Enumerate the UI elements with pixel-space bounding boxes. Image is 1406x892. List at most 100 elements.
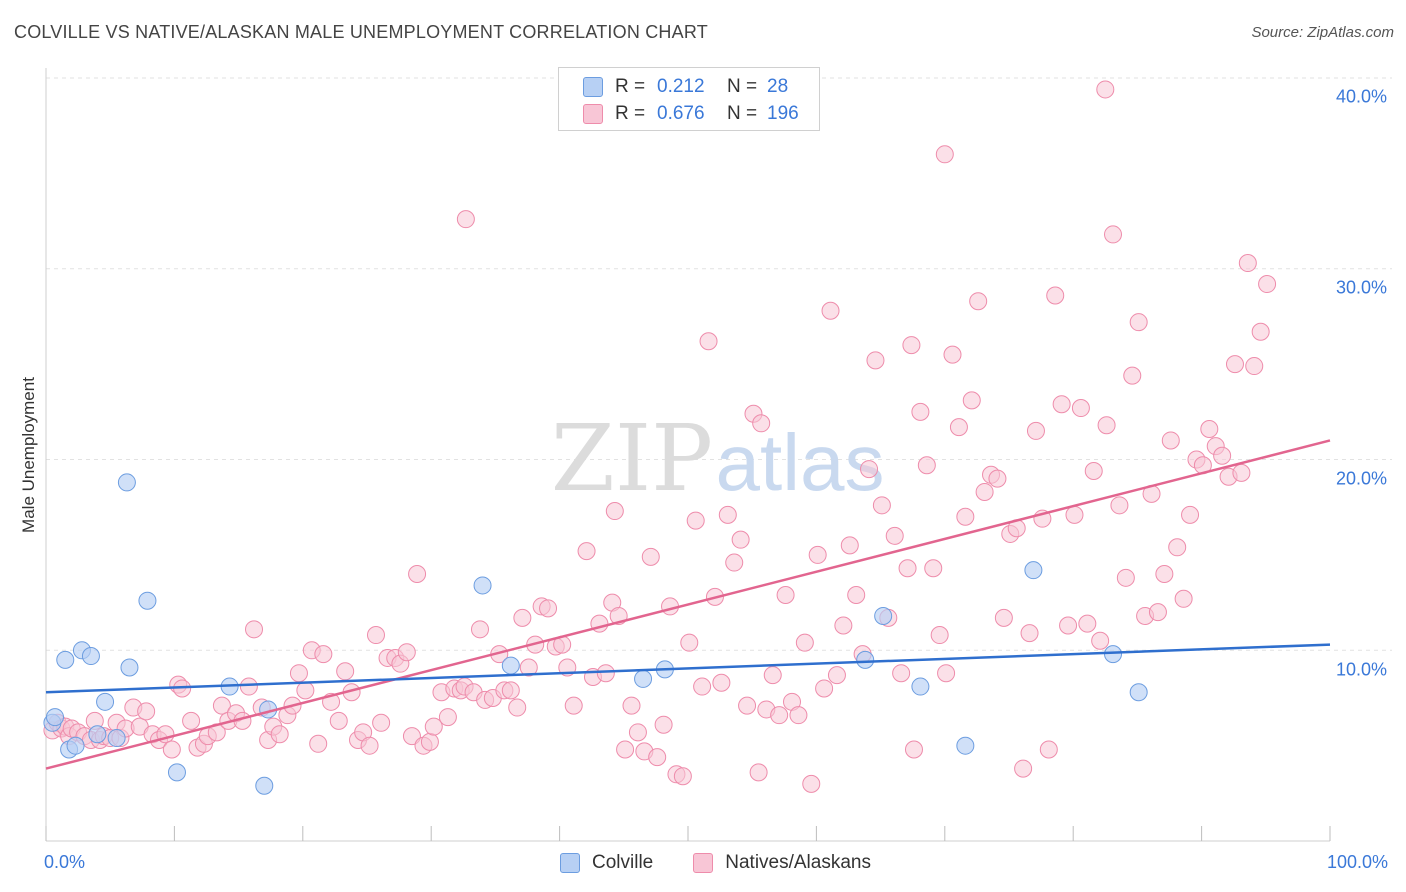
native-point xyxy=(366,626,385,645)
r-label: R = xyxy=(615,76,646,97)
native-point xyxy=(1084,461,1103,480)
colville-point xyxy=(634,669,653,688)
colville-point xyxy=(107,729,126,748)
native-point xyxy=(1110,496,1129,515)
native-point xyxy=(329,711,348,730)
native-point xyxy=(712,673,731,692)
native-point xyxy=(1213,446,1232,465)
native-point xyxy=(1059,616,1078,635)
native-point xyxy=(1096,80,1115,99)
colville-point xyxy=(81,647,100,666)
native-point xyxy=(1014,759,1033,778)
r-value: 0.676 xyxy=(657,103,705,124)
colville-point xyxy=(66,736,85,755)
colville-swatch xyxy=(583,77,603,97)
colville-point xyxy=(473,576,492,595)
native-point xyxy=(1020,624,1039,643)
x-tick-label-min: 0.0% xyxy=(44,852,86,872)
native-point xyxy=(397,643,416,662)
native-point xyxy=(1116,568,1135,587)
colville-point xyxy=(120,658,139,677)
native-point xyxy=(725,553,744,572)
native-point xyxy=(360,736,379,755)
native-point xyxy=(718,505,737,524)
native-point xyxy=(930,626,949,645)
native-point xyxy=(924,559,943,578)
native-point xyxy=(470,620,489,639)
native-point xyxy=(1168,538,1187,557)
native-point xyxy=(424,717,443,736)
native-swatch xyxy=(693,853,714,873)
native-point xyxy=(834,616,853,635)
n-label: N = xyxy=(727,103,758,124)
native-point xyxy=(911,402,930,421)
colville-point xyxy=(96,692,115,711)
native-point xyxy=(162,740,181,759)
native-point xyxy=(137,702,156,721)
gridlines xyxy=(46,77,1392,651)
colville-point xyxy=(1104,645,1123,664)
native-point xyxy=(738,696,757,715)
native-point xyxy=(917,456,936,475)
native-point xyxy=(943,345,962,364)
colville-point xyxy=(255,776,274,795)
native-point xyxy=(693,677,712,696)
native-point xyxy=(1104,225,1123,244)
native-point xyxy=(937,664,956,683)
native-trend-line xyxy=(45,439,1331,770)
native-point xyxy=(1161,431,1180,450)
native-point xyxy=(866,351,885,370)
native-point xyxy=(654,715,673,734)
colville-point xyxy=(167,763,186,782)
native-points xyxy=(43,80,1277,793)
legend-item-colville[interactable]: Colville xyxy=(560,852,653,874)
native-point xyxy=(1123,366,1142,385)
native-point xyxy=(935,145,954,164)
legend-label-colville: Colville xyxy=(592,852,654,873)
native-point xyxy=(988,469,1007,488)
native-point xyxy=(245,620,264,639)
native-point xyxy=(564,696,583,715)
native-swatch xyxy=(583,104,603,124)
native-point xyxy=(513,608,532,627)
native-point xyxy=(815,679,834,698)
native-point xyxy=(840,536,859,555)
colville-trend-line xyxy=(45,643,1331,694)
native-point xyxy=(1065,505,1084,524)
native-point xyxy=(616,740,635,759)
native-point xyxy=(1238,254,1257,273)
chart-title: COLVILLE VS NATIVE/ALASKAN MALE UNEMPLOY… xyxy=(14,22,708,42)
native-point xyxy=(680,633,699,652)
native-point xyxy=(956,507,975,526)
native-point xyxy=(731,530,750,549)
colville-swatch xyxy=(560,853,580,873)
native-point xyxy=(648,748,667,767)
colville-point xyxy=(501,656,520,675)
native-point xyxy=(519,658,538,677)
native-point xyxy=(596,664,615,683)
native-point xyxy=(1148,603,1167,622)
native-point xyxy=(1026,421,1045,440)
native-point xyxy=(1052,395,1071,414)
native-point xyxy=(1232,463,1251,482)
native-point xyxy=(752,414,771,433)
native-point xyxy=(847,585,866,604)
native-point xyxy=(763,666,782,685)
native-point xyxy=(1258,275,1277,294)
native-point xyxy=(539,599,558,618)
native-point xyxy=(962,391,981,410)
native-point xyxy=(641,547,660,566)
colville-point xyxy=(874,606,893,625)
colville-point xyxy=(1024,561,1043,580)
axes xyxy=(45,68,1331,842)
native-point xyxy=(795,633,814,652)
native-point xyxy=(1078,614,1097,633)
stats-row-native: R = 0.676 N = 196 xyxy=(583,101,799,127)
colville-point xyxy=(45,708,64,727)
y-tick-label-30: 30.0% xyxy=(1336,277,1388,298)
native-point xyxy=(892,664,911,683)
legend-item-native[interactable]: Natives/Alaskans xyxy=(693,852,871,874)
native-point xyxy=(1046,286,1065,305)
native-point xyxy=(673,767,692,786)
native-point xyxy=(902,336,921,355)
